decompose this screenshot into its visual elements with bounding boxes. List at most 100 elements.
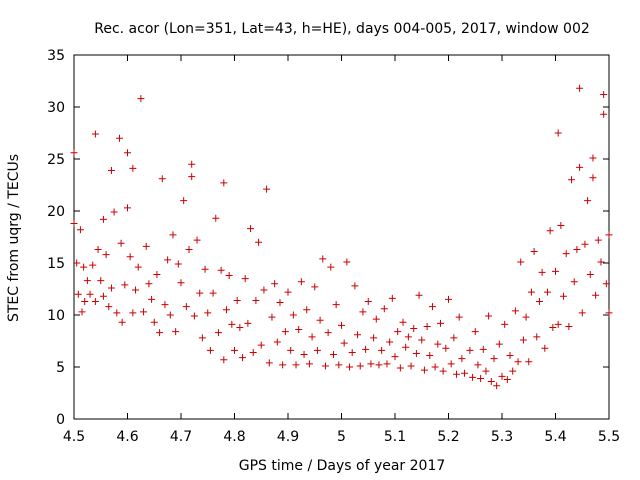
data-point [297,278,305,286]
data-point [166,311,174,319]
data-point [348,348,356,356]
data-point [415,291,423,299]
data-point [236,323,244,331]
data-point [354,331,362,339]
data-point [469,373,477,381]
data-point [461,369,469,377]
data-point [289,311,297,319]
data-point [124,204,131,212]
data-point [201,265,209,273]
data-point [600,110,608,118]
data-point [126,253,134,261]
data-point [86,290,94,298]
data-point [255,238,263,246]
data-point [110,208,118,216]
data-point [482,367,490,375]
data-point [605,231,613,239]
data-point [380,305,388,313]
data-point [329,351,337,359]
data-point [605,309,613,317]
data-point [132,286,140,294]
data-point [359,308,367,316]
data-point [97,277,105,285]
data-point [284,288,292,296]
data-point [142,242,150,250]
data-point [303,306,311,314]
data-point [445,295,452,303]
data-point [161,301,169,309]
data-point [252,296,260,304]
x-tick-label: 4.6 [116,429,138,445]
data-point [327,263,335,271]
y-tick-label: 0 [56,412,65,428]
data-point [370,334,378,342]
data-point [148,295,156,303]
data-point [477,374,485,382]
data-point [386,338,394,346]
data-point [410,325,418,333]
x-axis-label: GPS time / Days of year 2017 [239,458,446,474]
data-point [83,277,91,285]
data-point [600,91,608,99]
data-point [394,328,402,336]
data-point [180,197,188,205]
data-point [495,340,503,348]
y-tick-label: 15 [47,256,65,272]
data-point [241,275,249,283]
data-point [212,214,220,222]
data-point [543,288,551,296]
data-point [576,163,584,171]
data-point [113,309,121,317]
data-point [89,261,97,269]
data-point [220,179,228,187]
data-point [265,359,273,367]
data-point [343,258,351,266]
data-point [527,288,535,296]
data-point [198,334,206,342]
x-tick-label: 5.1 [384,429,406,445]
data-point [426,352,434,360]
data-point [308,333,316,341]
data-point [140,308,148,316]
data-point [404,333,412,341]
data-point [319,255,327,263]
data-point [584,197,592,205]
data-point [177,279,185,287]
data-point [466,346,474,354]
data-point [458,355,466,363]
data-point [70,149,78,157]
data-point [546,227,554,235]
data-point [321,362,329,370]
data-point [407,362,415,370]
data-point [247,225,255,233]
data-point [576,84,584,92]
data-point [554,320,562,328]
data-point [418,336,426,344]
x-tick-label: 5.5 [598,429,620,445]
data-point [73,259,81,267]
data-point [196,289,204,297]
data-point [145,280,153,288]
data-point [479,345,487,353]
data-point [193,236,201,244]
data-point [107,284,115,292]
data-point [522,313,530,321]
data-point [557,222,565,230]
data-point [91,297,99,305]
data-point [81,297,89,305]
data-point [519,336,527,344]
data-point [129,164,137,172]
data-point [231,346,238,354]
data-point [490,355,498,363]
data-point [506,352,514,360]
data-point [549,323,557,331]
data-point [402,343,410,351]
data-point [493,382,501,390]
data-point [158,175,166,183]
chart-title: Rec. acor (Lon=351, Lat=43, h=HE), days … [94,21,590,37]
data-point [562,250,570,258]
data-point [74,290,82,298]
data-point [597,258,605,266]
data-point [453,370,461,378]
